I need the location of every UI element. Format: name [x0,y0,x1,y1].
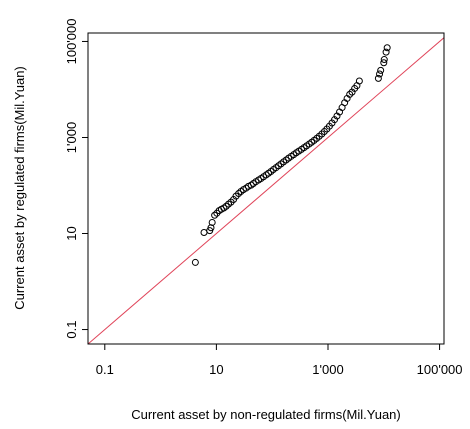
data-point [247,181,255,189]
data-point [383,44,391,52]
data-point [382,48,390,56]
data-point [222,202,230,210]
y-tick-label: 0.1 [64,321,79,339]
y-tick-label: 1'000 [64,122,79,153]
data-point [211,211,219,219]
data-point [374,74,382,82]
reference-line [88,36,444,344]
data-point [380,59,388,67]
data-point [235,190,243,198]
x-axis-label: Current asset by non-regulated firms(Mil… [131,407,401,422]
y-tick-label: 10 [64,226,79,240]
data-point [200,229,208,236]
plot-frame [87,32,445,345]
data-point [346,90,354,98]
data-point [376,70,384,78]
x-tick-label: 0.1 [96,362,114,377]
y-axis-label: Current asset by regulated firms(Mil.Yua… [12,66,27,309]
y-tick-label: 100'000 [64,19,79,65]
data-point [380,56,388,64]
x-tick-label: 1'000 [312,362,343,377]
x-tick-label: 10 [209,362,223,377]
data-point [355,77,363,85]
data-point [208,218,216,226]
data-point [191,258,199,266]
data-point [207,224,215,232]
x-tick-label: 100'000 [417,362,463,377]
data-point [377,66,385,74]
